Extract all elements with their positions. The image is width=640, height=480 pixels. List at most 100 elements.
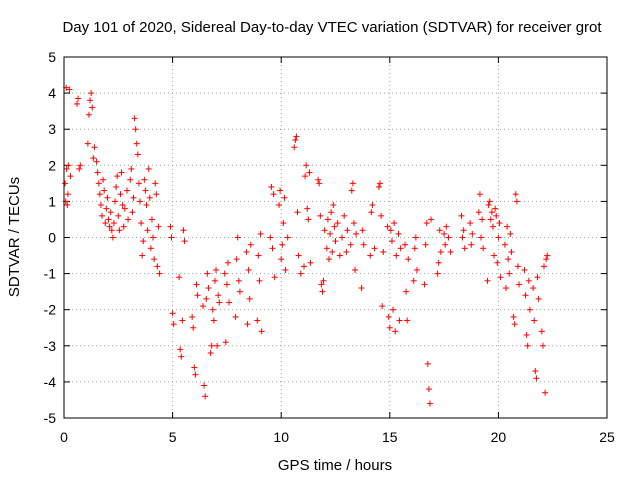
data-point xyxy=(350,220,357,227)
data-point xyxy=(487,216,494,223)
data-point xyxy=(280,220,287,227)
data-point xyxy=(395,230,402,237)
data-point xyxy=(234,234,241,241)
data-point xyxy=(306,169,313,176)
data-point xyxy=(276,202,283,209)
data-point xyxy=(315,176,322,183)
data-point xyxy=(89,104,96,111)
data-point xyxy=(97,202,104,209)
data-point xyxy=(135,180,142,187)
data-point xyxy=(128,165,135,172)
y-tick-label: 2 xyxy=(48,157,56,173)
data-point xyxy=(65,162,72,169)
data-point xyxy=(76,165,83,172)
data-point xyxy=(246,295,253,302)
data-point xyxy=(388,238,395,245)
data-point xyxy=(329,248,336,255)
data-point xyxy=(170,321,177,328)
data-point xyxy=(535,295,542,302)
data-points xyxy=(62,84,551,407)
data-point xyxy=(99,212,106,219)
data-point xyxy=(213,266,220,273)
data-point xyxy=(424,360,431,367)
data-point xyxy=(207,350,214,357)
data-point xyxy=(194,292,201,299)
data-point xyxy=(125,216,132,223)
data-point xyxy=(318,281,325,288)
data-point xyxy=(544,252,551,259)
data-point xyxy=(200,303,207,310)
y-axis-label: SDTVAR / TECUs xyxy=(6,177,23,297)
data-point xyxy=(155,223,162,230)
data-point xyxy=(320,277,327,284)
data-point xyxy=(205,285,212,292)
data-point xyxy=(307,259,314,266)
data-point xyxy=(105,216,112,223)
data-point xyxy=(405,256,412,263)
data-point xyxy=(146,194,153,201)
data-point xyxy=(390,306,397,313)
data-point xyxy=(328,209,335,216)
data-point xyxy=(436,227,443,234)
y-tick-label: 5 xyxy=(48,49,56,65)
data-point xyxy=(425,386,432,393)
data-point xyxy=(506,270,513,277)
data-point xyxy=(150,234,157,241)
data-point xyxy=(77,162,84,169)
data-point xyxy=(202,393,209,400)
data-point xyxy=(277,187,284,194)
data-point xyxy=(63,165,70,172)
data-point xyxy=(435,259,442,266)
y-tick-label: 0 xyxy=(48,230,56,246)
data-point xyxy=(224,259,231,266)
data-point xyxy=(145,165,152,172)
data-point xyxy=(458,212,465,219)
data-point xyxy=(488,209,495,216)
data-point xyxy=(247,241,254,248)
data-point xyxy=(533,375,540,382)
data-point xyxy=(193,281,200,288)
data-point xyxy=(479,216,486,223)
data-point xyxy=(108,227,115,234)
data-point xyxy=(267,234,274,241)
data-point xyxy=(204,270,211,277)
data-point xyxy=(203,295,210,302)
data-point xyxy=(90,155,97,162)
data-point xyxy=(476,191,483,198)
data-point xyxy=(402,241,409,248)
data-point xyxy=(123,187,130,194)
data-point xyxy=(503,285,510,292)
data-point xyxy=(460,227,467,234)
data-point xyxy=(412,234,419,241)
data-point xyxy=(413,266,420,273)
data-point xyxy=(461,245,468,252)
data-point xyxy=(437,248,444,255)
y-tick-label: -4 xyxy=(44,374,57,390)
data-point xyxy=(93,158,100,165)
data-point xyxy=(485,202,492,209)
data-point xyxy=(377,180,384,187)
data-point xyxy=(507,230,514,237)
data-point xyxy=(524,342,531,349)
data-point xyxy=(64,191,71,198)
x-axis-label: GPS time / hours xyxy=(278,457,392,474)
data-point xyxy=(532,368,539,375)
data-point xyxy=(348,187,355,194)
data-point xyxy=(334,220,341,227)
data-point xyxy=(493,212,500,219)
data-point xyxy=(169,310,176,317)
data-point xyxy=(116,227,123,234)
data-point xyxy=(210,317,217,324)
data-point xyxy=(211,277,218,284)
data-point xyxy=(201,382,208,389)
data-point xyxy=(119,202,126,209)
data-point xyxy=(486,198,493,205)
data-point xyxy=(88,90,95,97)
data-point xyxy=(109,234,116,241)
data-point xyxy=(279,241,286,248)
data-point xyxy=(96,191,103,198)
data-point xyxy=(534,274,541,281)
data-point xyxy=(134,151,141,158)
